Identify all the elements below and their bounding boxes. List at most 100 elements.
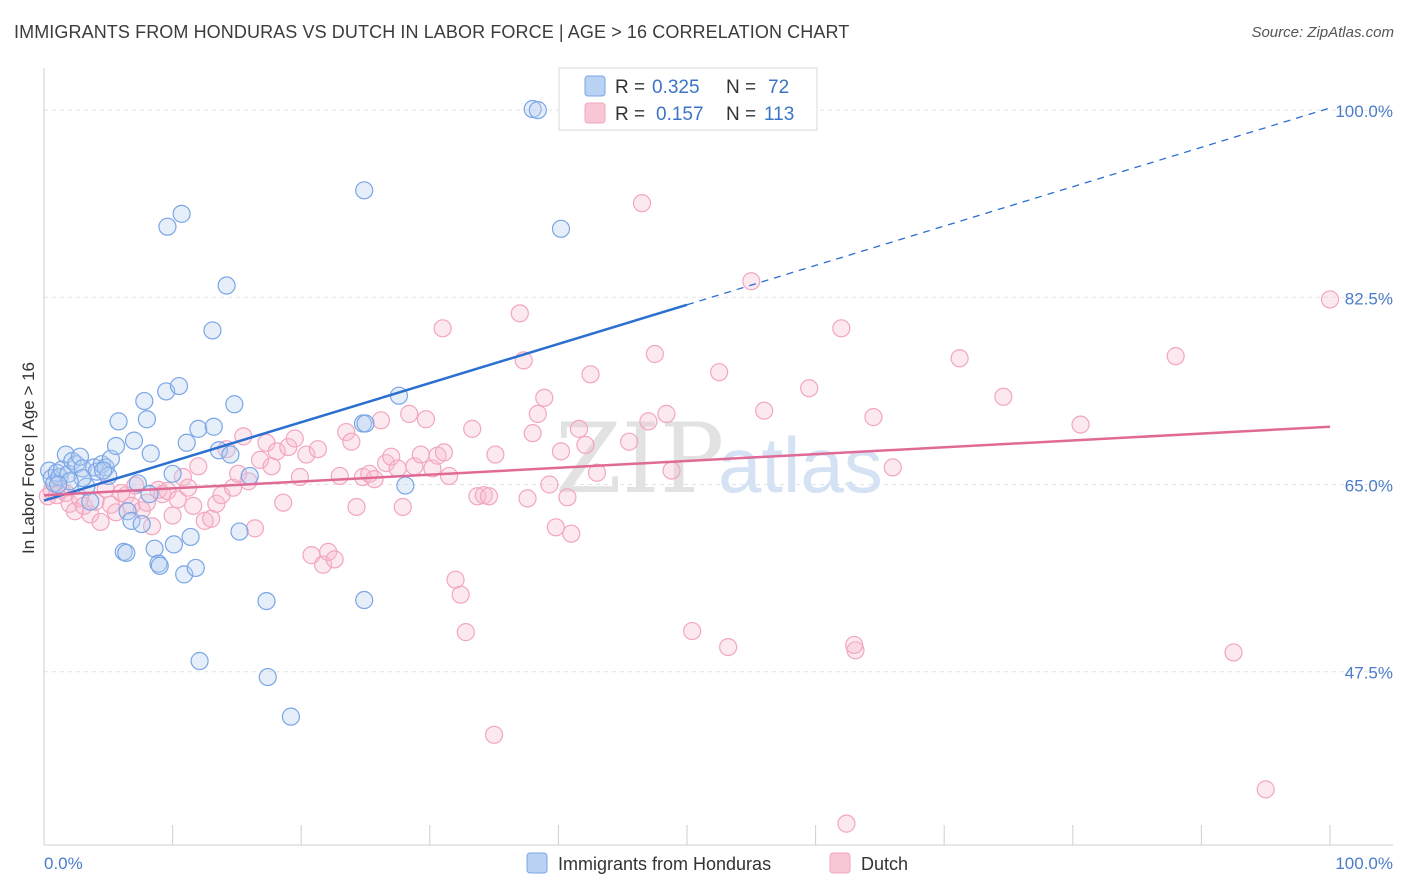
honduras-point-30 — [137, 410, 156, 429]
honduras-point-44 — [186, 558, 205, 578]
legend-n-label-dutch: N = — [726, 104, 756, 125]
dutch-point-114 — [950, 349, 969, 368]
honduras-point-27 — [128, 474, 147, 493]
honduras-point-32 — [145, 539, 164, 558]
dutch-point-90 — [540, 475, 559, 494]
dutch-point-57 — [342, 432, 361, 451]
bottom-legend-swatch-dutch — [829, 852, 851, 874]
trend-line-dutch — [43, 425, 1331, 497]
honduras-point-54 — [240, 466, 259, 486]
honduras-point-43 — [181, 527, 200, 547]
dutch-point-103 — [662, 461, 681, 480]
dutch-point-106 — [719, 637, 738, 657]
dutch-point-102 — [657, 404, 676, 423]
y-tick-label-3: 47.5% — [1345, 664, 1393, 683]
dutch-point-54 — [325, 550, 344, 569]
dutch-point-96 — [576, 435, 595, 455]
legend-swatch-honduras — [584, 75, 606, 97]
dutch-point-97 — [581, 365, 600, 384]
dutch-point-92 — [551, 442, 571, 461]
dutch-point-87 — [523, 424, 542, 443]
dutch-point-49 — [297, 445, 316, 464]
y-tick-label-0: 100.0% — [1335, 102, 1393, 121]
dutch-point-65 — [388, 459, 407, 478]
dutch-point-117 — [1224, 643, 1243, 662]
dutch-point-77 — [456, 623, 475, 642]
dutch-point-101 — [645, 344, 664, 364]
x-tick-label-left: 0.0% — [44, 854, 83, 873]
honduras-point-45 — [189, 419, 208, 438]
dutch-point-74 — [439, 466, 459, 486]
dutch-point-119 — [1320, 290, 1340, 309]
chart-title: IMMIGRANTS FROM HONDURAS VS DUTCH IN LAB… — [14, 22, 850, 42]
dutch-point-109 — [800, 379, 819, 398]
dutch-point-37 — [229, 464, 248, 483]
honduras-point-46 — [190, 651, 209, 671]
dutch-point-108 — [755, 401, 774, 420]
dutch-point-70 — [416, 410, 436, 429]
honduras-point-60 — [355, 181, 374, 200]
dutch-point-93 — [558, 488, 577, 507]
legend-swatch-dutch — [584, 102, 606, 124]
dutch-point-41 — [250, 450, 270, 469]
dutch-point-100 — [639, 412, 658, 431]
dutch-point-105 — [710, 363, 729, 382]
honduras-point-48 — [204, 417, 223, 436]
legend-n-label-honduras: N = — [726, 77, 756, 98]
dutch-point-84 — [510, 304, 529, 323]
dutch-point-123 — [485, 725, 504, 744]
dutch-point-56 — [337, 422, 356, 442]
legend-n-value-dutch: 113 — [764, 104, 794, 125]
dutch-point-69 — [411, 445, 430, 464]
dutch-point-124 — [632, 194, 652, 213]
honduras-point-31 — [141, 444, 160, 463]
dutch-point-113 — [883, 458, 902, 477]
grid-lines — [44, 109, 1393, 673]
source-label: Source: ZipAtlas.com — [1251, 24, 1394, 41]
dutch-point-36 — [223, 478, 243, 497]
dutch-point-33 — [207, 494, 226, 513]
honduras-point-13 — [81, 492, 100, 511]
dutch-point-116 — [1071, 415, 1090, 434]
honduras-point-52 — [225, 395, 244, 414]
dutch-point-55 — [330, 466, 349, 486]
honduras-point-20 — [106, 436, 126, 456]
honduras-point-56 — [258, 667, 277, 687]
honduras-point-26 — [124, 431, 144, 450]
honduras-point-47 — [203, 321, 222, 340]
dutch-point-40 — [245, 519, 265, 538]
honduras-point-41 — [175, 565, 194, 584]
dutch-point-67 — [400, 404, 419, 423]
dutch-point-73 — [434, 443, 454, 462]
dutch-point-45 — [274, 493, 293, 512]
bottom-legend-swatch-honduras — [526, 852, 548, 874]
y-tick-label-1: 82.5% — [1345, 289, 1393, 308]
dutch-point-83 — [433, 319, 452, 338]
dutch-point-76 — [451, 585, 470, 604]
honduras-point-29 — [135, 391, 154, 411]
dutch-point-78 — [463, 419, 482, 438]
dutch-point-51 — [308, 440, 328, 459]
honduras-point-59 — [355, 590, 374, 610]
dutch-point-82 — [486, 445, 505, 464]
dutch-point-95 — [569, 419, 589, 438]
honduras-point-61 — [356, 414, 375, 433]
trend-line-honduras — [43, 303, 688, 502]
dutch-point-98 — [587, 463, 607, 482]
honduras-point-39 — [169, 376, 189, 396]
honduras-point-28 — [132, 514, 151, 534]
legend-n-value-honduras: 72 — [768, 77, 789, 98]
series-honduras-points — [40, 99, 571, 726]
dutch-point-30 — [189, 457, 208, 476]
legend-r-value-dutch: 0.157 — [656, 104, 704, 125]
honduras-point-21 — [109, 412, 128, 431]
y-tick-label-2: 65.0% — [1345, 476, 1393, 495]
dutch-point-62 — [371, 411, 391, 430]
honduras-point-57 — [281, 707, 301, 726]
dutch-point-53 — [319, 542, 338, 561]
honduras-point-53 — [230, 522, 249, 541]
dutch-point-104 — [683, 621, 702, 641]
honduras-point-34 — [150, 556, 169, 575]
dutch-point-99 — [620, 432, 639, 451]
